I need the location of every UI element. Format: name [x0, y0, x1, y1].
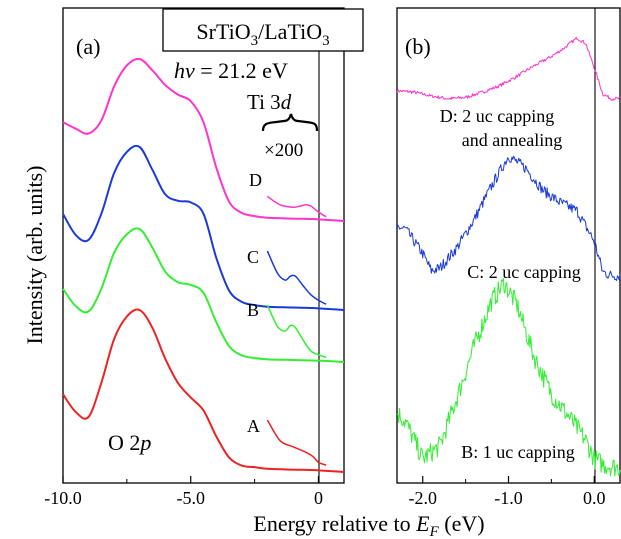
panel-b-series-line-b — [396, 277, 621, 477]
magnification-label: ×200 — [264, 140, 303, 161]
panel-b-tick-2-label: 0.0 — [583, 488, 606, 508]
series-line-d — [62, 57, 345, 222]
series-label-b-d1: D: 2 uc capping — [440, 106, 554, 126]
panel-b-tick-1-label: -1.0 — [494, 488, 523, 508]
panel-b-series-line-d — [396, 36, 621, 101]
panel-a-tick-1-label: -5.0 — [176, 488, 205, 508]
o2p-label: O 2p — [108, 430, 151, 455]
y-axis-label: Intensity (arb. units) — [22, 165, 47, 344]
inset-line-b — [266, 304, 327, 359]
panel-a-title: SrTiO3/LaTiO3 — [196, 19, 329, 49]
x-axis-label: Energy relative to EF (eV) — [253, 511, 484, 539]
series-line-b — [62, 227, 345, 363]
series-label-b-d2: and annealing — [462, 130, 562, 150]
panel-a-tag: (a) — [76, 34, 100, 59]
panel-b-series-line-c — [396, 155, 621, 281]
series-line-c — [62, 144, 345, 311]
series-line-a — [62, 308, 345, 473]
panel-b-tick-0-label: -2.0 — [408, 488, 437, 508]
ti-3d-label: Ti 3d — [247, 90, 292, 114]
inset-line-c — [266, 250, 327, 305]
title-box — [162, 8, 364, 52]
panel-a-tick-2-label: 0 — [314, 488, 323, 508]
ti-3d-brace — [261, 113, 319, 132]
series-label-a: A — [247, 416, 260, 436]
axis-ticks: -10.0 -5.0 0 -2.0 -1.0 0.0 — [44, 476, 606, 508]
inset-line-d — [266, 195, 327, 218]
panel-a-frame — [62, 7, 345, 484]
panel-b-frame — [396, 7, 621, 484]
series-label-b-b: B: 1 uc capping — [461, 442, 574, 462]
panel-b-tag: (b) — [405, 34, 431, 59]
panel-a-tick-0-label: -10.0 — [44, 488, 82, 508]
series-label-c: C — [247, 247, 259, 267]
series-label-d: D — [249, 170, 262, 190]
inset-line-a — [266, 419, 327, 466]
panel-b-curves — [396, 36, 621, 477]
panel-a-curves — [62, 57, 345, 473]
series-label-b-c: C: 2 uc capping — [467, 262, 580, 282]
photon-energy: hν = 21.2 eV — [174, 58, 288, 83]
series-label-b: B — [247, 300, 259, 320]
